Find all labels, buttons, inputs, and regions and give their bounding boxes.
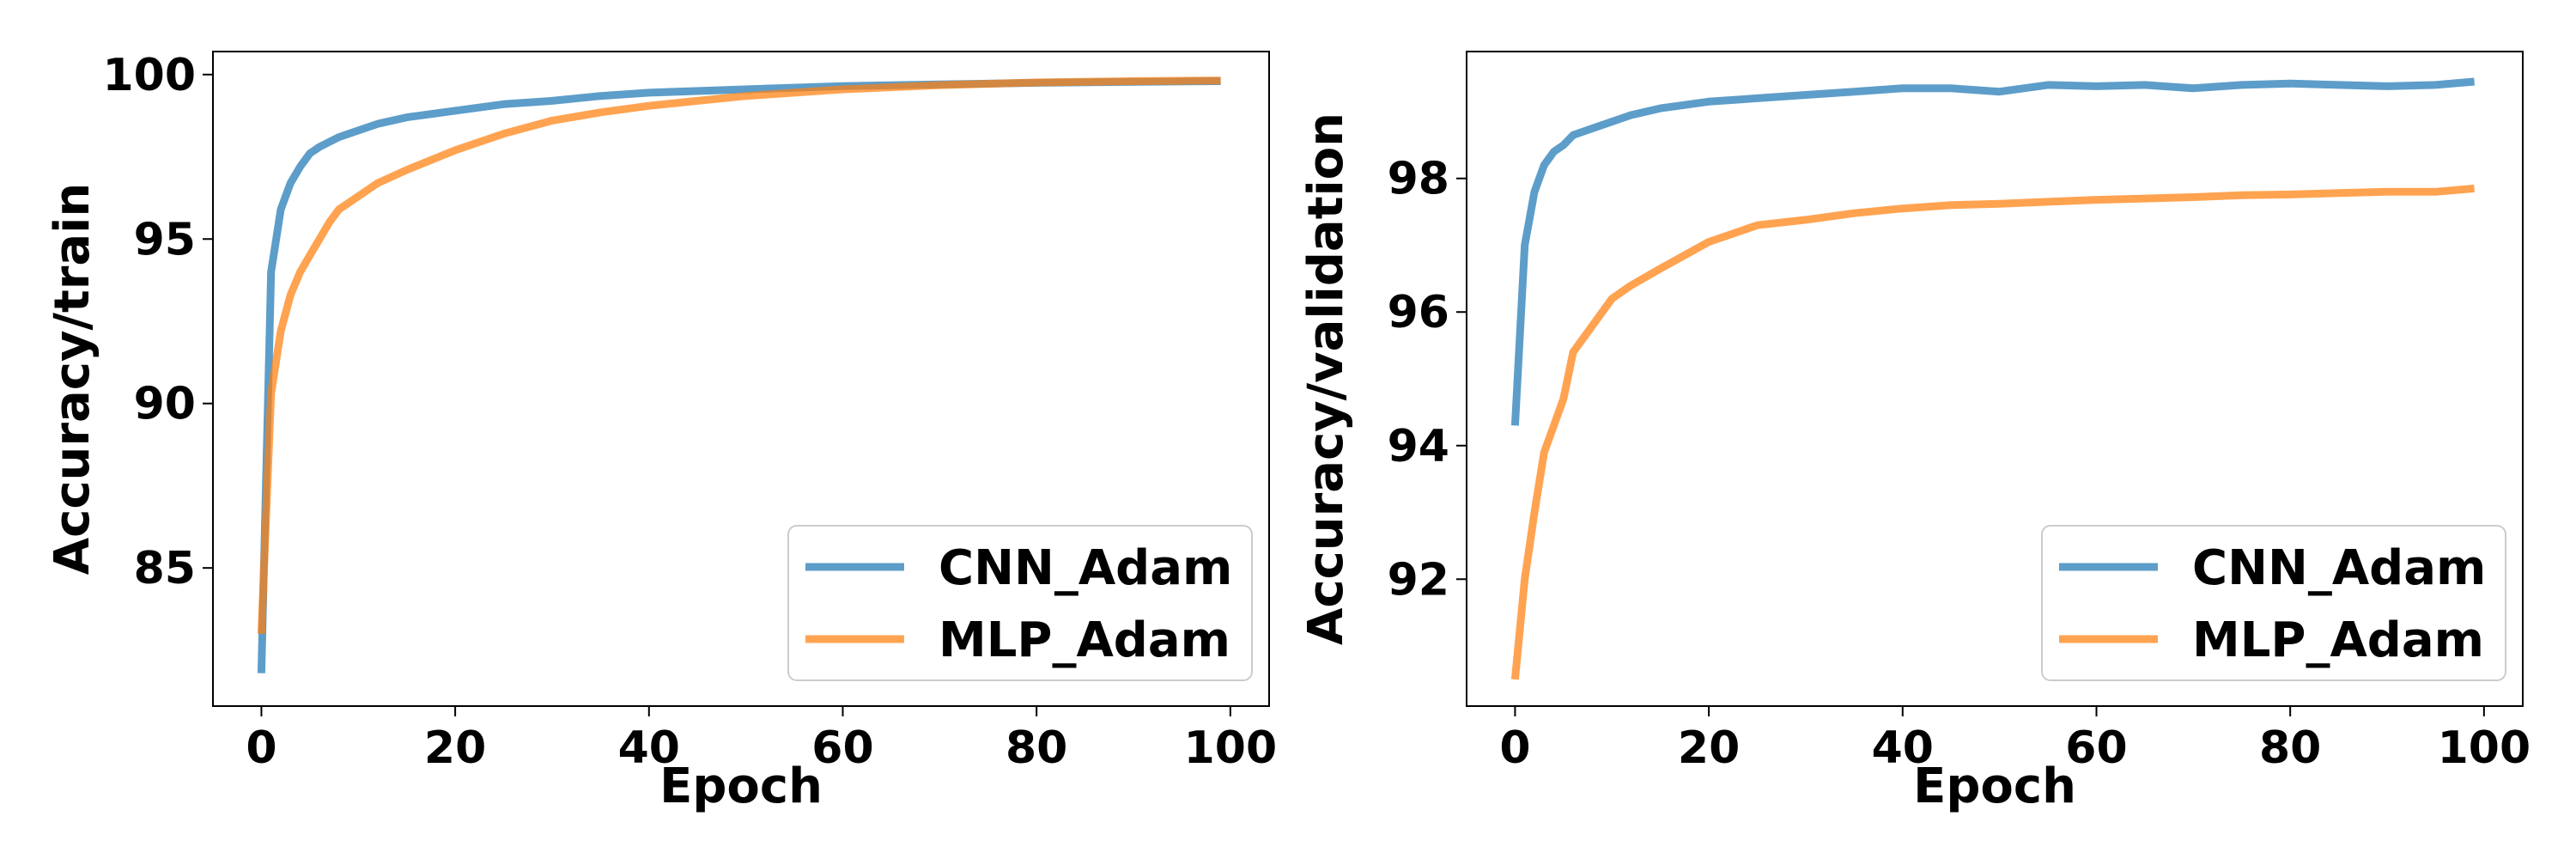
plot-validation-accuracy: 0 20 40 60 80 100 92 94 96 98 Epoch Accuracy/valida… [1298,51,2531,814]
x-tick-label: 0 [1499,722,1530,774]
x-tick-label: 40 [618,722,680,774]
y-tick-label: 98 [1388,154,1449,205]
legend-label: CNN_Adam [939,540,1232,596]
plot-frame [212,51,1270,707]
x-tick-label: 100 [1184,722,1278,774]
plot-frame [1466,51,2524,707]
y-tick-label: 90 [134,379,196,430]
x-tick-label: 80 [1005,722,1067,774]
x-axis-label: Epoch [1913,758,2076,814]
x-tick-label: 20 [1678,722,1740,774]
x-tick-label: 80 [2259,722,2321,774]
x-axis-label: Epoch [659,758,823,814]
y-tick-label: 96 [1388,287,1449,338]
plot-train-accuracy: 0 20 40 60 80 100 85 90 95 100 Epoch Accuracy/train… [45,50,1277,814]
x-tick-label: 40 [1872,722,1934,774]
x-tick-label: 0 [246,722,276,774]
y-axis-label: Accuracy/validation [1298,113,1354,645]
series-line-mlp-adam [1510,184,2475,680]
series-line-mlp-adam [257,76,1221,634]
legend-label: MLP_Adam [939,612,1230,668]
y-tick-label: 95 [134,214,196,265]
y-tick-label: 94 [1388,421,1449,472]
y-tick-label: 92 [1388,554,1449,606]
y-axis-label: Accuracy/train [45,183,100,575]
y-tick-label: 85 [134,543,196,594]
y-tick-label: 100 [102,50,196,101]
x-tick-label: 60 [811,722,873,774]
x-tick-label: 60 [2065,722,2127,774]
x-tick-label: 20 [424,722,486,774]
legend-label: MLP_Adam [2192,612,2484,668]
legend-label: CNN_Adam [2192,540,2486,596]
x-tick-label: 100 [2438,722,2531,774]
series-line-cnn-adam [1510,77,2475,426]
